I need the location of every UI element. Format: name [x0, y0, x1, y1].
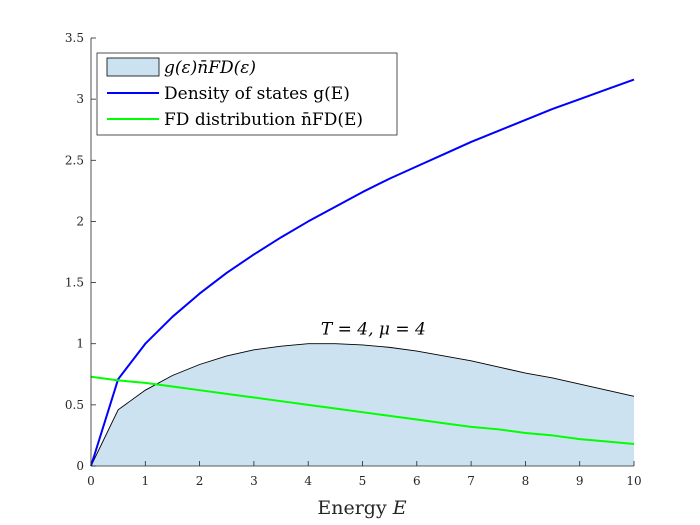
y-tick-label: 0 — [76, 459, 84, 473]
x-axis-label: Energy E — [317, 497, 406, 519]
x-tick-label: 0 — [87, 474, 95, 488]
legend-label-dos: Density of states g(E) — [164, 84, 350, 104]
legend-label-area: g(ε)n̄FD(ε) — [164, 58, 256, 78]
x-tick-label: 2 — [196, 474, 204, 488]
area-fill-series-0 — [91, 343, 634, 466]
x-tick-label: 5 — [359, 474, 367, 488]
x-tick-label: 3 — [250, 474, 258, 488]
y-tick-label: 0.5 — [65, 398, 84, 412]
x-tick-label: 8 — [522, 474, 530, 488]
plot-area — [90, 78, 635, 467]
line-series-2 — [90, 375, 635, 445]
x-tick-label: 7 — [467, 474, 475, 488]
legend: g(ε)n̄FD(ε) Density of states g(E) FD di… — [96, 52, 398, 136]
y-tick-label: 2.5 — [65, 153, 84, 167]
y-tick-label: 3 — [76, 92, 84, 106]
x-tick-label: 9 — [576, 474, 584, 488]
area-edge-series-0 — [90, 343, 635, 467]
y-tick-label: 1 — [76, 337, 84, 351]
axes: 0 1 2 3 4 5 6 7 8 9 10 0 0.5 1 1.5 2 2.5 3 3.5 — [65, 31, 642, 488]
x-tick-label: 4 — [304, 474, 312, 488]
x-tick-label: 1 — [141, 474, 149, 488]
y-tick-label: 1.5 — [65, 276, 84, 290]
annotation-text: T = 4, μ = 4 — [321, 319, 426, 339]
y-tick-label: 3.5 — [65, 31, 84, 45]
line-series-1 — [90, 78, 635, 467]
legend-label-fd: FD distribution n̄FD(E) — [164, 110, 363, 130]
legend-swatch-area — [106, 57, 160, 77]
x-tick-label: 6 — [413, 474, 421, 488]
x-tick-label: 10 — [626, 474, 641, 488]
y-tick-label: 2 — [76, 214, 84, 228]
